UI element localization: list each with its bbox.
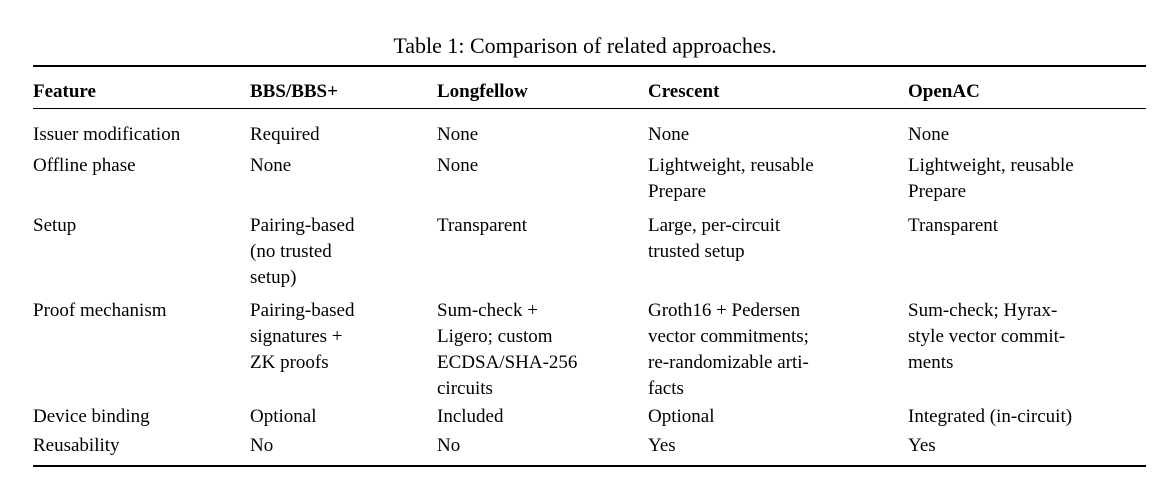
table-cell: Large, per-circuit trusted setup — [648, 215, 781, 262]
column-header-openac: OpenAC — [908, 66, 1146, 109]
table-cell: No — [437, 435, 461, 456]
table-row-reusability: Reusability No No Yes Yes — [33, 430, 1146, 466]
row-feature-label: Setup — [33, 215, 77, 236]
row-feature-label: Device binding — [33, 406, 150, 427]
table-cell: Groth16 + Pedersen vector commitments; r… — [648, 300, 809, 399]
row-feature-label: Issuer modification — [33, 124, 181, 145]
column-header-bbs: BBS/BBS+ — [250, 66, 437, 109]
table-cell: Pairing-based signatures + ZK proofs — [250, 300, 355, 373]
table-row-setup: Setup Pairing-based (no trusted setup) T… — [33, 205, 1146, 291]
table-cell: Required — [250, 124, 320, 145]
table-cell: Integrated (in-circuit) — [908, 406, 1073, 427]
row-feature-label: Offline phase — [33, 155, 136, 176]
table-row-device-binding: Device binding Optional Included Optiona… — [33, 402, 1146, 430]
header-row: Feature BBS/BBS+ Longfellow Crescent Ope… — [33, 66, 1146, 109]
table-caption: Table 1: Comparison of related approache… — [393, 33, 777, 58]
table-cell: Pairing-based (no trusted setup) — [250, 215, 355, 288]
column-header-crescent: Crescent — [648, 66, 908, 109]
row-feature-label: Reusability — [33, 435, 120, 456]
table-row-offline-phase: Offline phase None None Lightweight, reu… — [33, 148, 1146, 205]
table-cell: Sum-check; Hyrax- style vector commit- m… — [908, 300, 1066, 373]
table-cell: Yes — [908, 435, 936, 456]
table-cell: No — [250, 435, 274, 456]
table-cell: Transparent — [437, 215, 528, 236]
table-cell: Optional — [648, 406, 715, 427]
comparison-table: Feature BBS/BBS+ Longfellow Crescent Ope… — [33, 65, 1146, 467]
table-cell: Yes — [648, 435, 676, 456]
table-cell: Optional — [250, 406, 317, 427]
table-row-proof-mechanism: Proof mechanism Pairing-based signatures… — [33, 291, 1146, 402]
table-cell: Lightweight, reusable Prepare — [908, 155, 1074, 202]
table-cell: None — [648, 124, 690, 145]
column-header-feature: Feature — [33, 66, 250, 109]
table-cell: Transparent — [908, 215, 999, 236]
table-cell: None — [908, 124, 950, 145]
table-cell: None — [437, 124, 479, 145]
table-cell: Lightweight, reusable Prepare — [648, 155, 814, 202]
table-cell: None — [250, 155, 292, 176]
table-row-issuer-modification: Issuer modification Required None None N… — [33, 109, 1146, 149]
table-cell: None — [437, 155, 479, 176]
table-cell: Sum-check + Ligero; custom ECDSA/SHA-256… — [437, 300, 578, 399]
table-cell: Included — [437, 406, 504, 427]
column-header-longfellow: Longfellow — [437, 66, 648, 109]
row-feature-label: Proof mechanism — [33, 300, 167, 321]
